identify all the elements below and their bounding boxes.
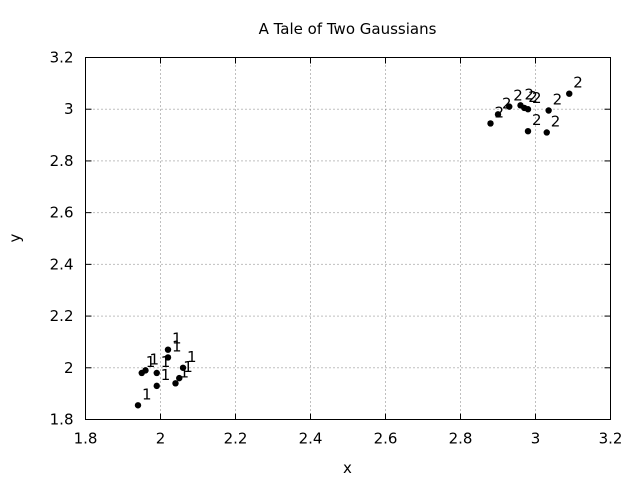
x-tick-label: 3.2	[599, 430, 623, 448]
data-point-label: 1	[187, 348, 197, 366]
y-tick-label: 3.2	[50, 49, 74, 67]
data-point-label: 1	[161, 366, 171, 384]
data-point-label: 2	[502, 94, 512, 112]
x-tick-label: 2	[156, 430, 166, 448]
data-point-label: 2	[573, 74, 583, 92]
data-point-label: 2	[525, 85, 535, 103]
data-point	[543, 129, 550, 136]
y-tick-label: 2	[64, 359, 74, 377]
x-axis-label: x	[343, 459, 352, 477]
x-tick-label: 2.2	[224, 430, 248, 448]
data-point	[164, 354, 172, 361]
y-tick-label: 2.8	[50, 152, 74, 170]
data-point-label: 2	[513, 87, 523, 105]
y-tick-label: 1.8	[50, 411, 74, 429]
data-point	[176, 374, 183, 382]
plot-frame	[85, 57, 611, 420]
data-point-label: 2	[532, 89, 542, 107]
data-point	[566, 90, 573, 97]
data-point	[506, 103, 513, 110]
x-tick-label: 2.4	[299, 430, 323, 448]
data-point	[172, 380, 179, 387]
data-point	[524, 127, 532, 135]
x-tick-label: 2.6	[374, 430, 398, 448]
data-point-label: 1	[161, 353, 171, 371]
data-point	[134, 402, 142, 409]
y-tick-label: 2.6	[50, 204, 74, 222]
data-point-label: 2	[551, 112, 561, 130]
data-point	[153, 369, 160, 377]
data-point-label: 1	[142, 385, 152, 403]
x-tick-label: 2.8	[449, 430, 473, 448]
data-points: 11111111112222222222	[134, 74, 583, 409]
data-point	[487, 120, 494, 127]
y-tick-label: 2.2	[50, 307, 74, 325]
data-point-label: 1	[172, 337, 182, 355]
data-point-label: 1	[172, 330, 182, 348]
data-point	[545, 107, 552, 114]
data-point	[179, 364, 187, 371]
data-point-label: 2	[528, 88, 538, 106]
data-point	[142, 367, 149, 374]
data-point-label: 1	[183, 358, 193, 376]
data-point-label: 2	[553, 91, 563, 109]
data-point-label: 1	[146, 353, 156, 371]
x-tick-label: 1.8	[74, 430, 98, 448]
data-point	[524, 106, 532, 113]
data-point-label: 1	[180, 363, 190, 381]
y-tick-label: 3	[64, 100, 74, 118]
data-point	[494, 111, 502, 118]
x-tick-label: 3	[531, 430, 541, 448]
data-point	[164, 346, 172, 353]
data-point-label: 1	[150, 350, 160, 368]
data-point-label: 2	[532, 111, 542, 129]
y-axis-label: y	[6, 233, 24, 242]
grid-lines	[85, 57, 611, 420]
axis-ticks: 1.8 2 2.2 2.4 2.6 2.8 3 3.2 1.8 2 2.2 2.4 2.6 2.8 3 3.2	[50, 49, 623, 448]
y-tick-label: 2.4	[50, 255, 74, 273]
data-point	[153, 382, 160, 390]
chart-title: A Tale of Two Gaussians	[259, 20, 437, 38]
